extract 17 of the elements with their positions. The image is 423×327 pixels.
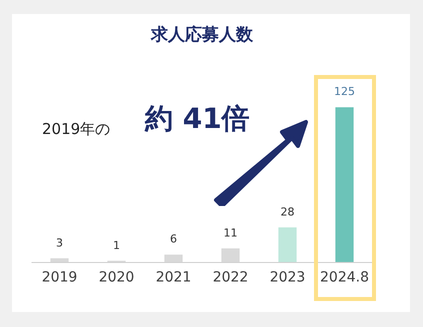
annotation: 2019年の — [42, 120, 110, 139]
data-label: 6 — [170, 232, 177, 246]
data-label: 1 — [113, 238, 120, 252]
annotation: 約 41倍 — [145, 101, 250, 137]
data-label: 125 — [334, 85, 355, 98]
chart-title: 求人応募人数 — [150, 25, 254, 46]
x-tick-label: 2021 — [156, 270, 192, 286]
data-label: 28 — [280, 205, 294, 218]
data-label: 3 — [56, 236, 63, 250]
bar — [278, 227, 297, 262]
x-tick-label: 2024.8 — [320, 270, 369, 286]
x-tick-label: 2019 — [42, 270, 78, 286]
bar — [335, 107, 354, 262]
x-tick-label: 2020 — [98, 270, 134, 286]
data-label: 11 — [224, 226, 238, 240]
x-tick-label: 2023 — [270, 270, 306, 286]
x-tick-label: 2022 — [212, 270, 248, 286]
